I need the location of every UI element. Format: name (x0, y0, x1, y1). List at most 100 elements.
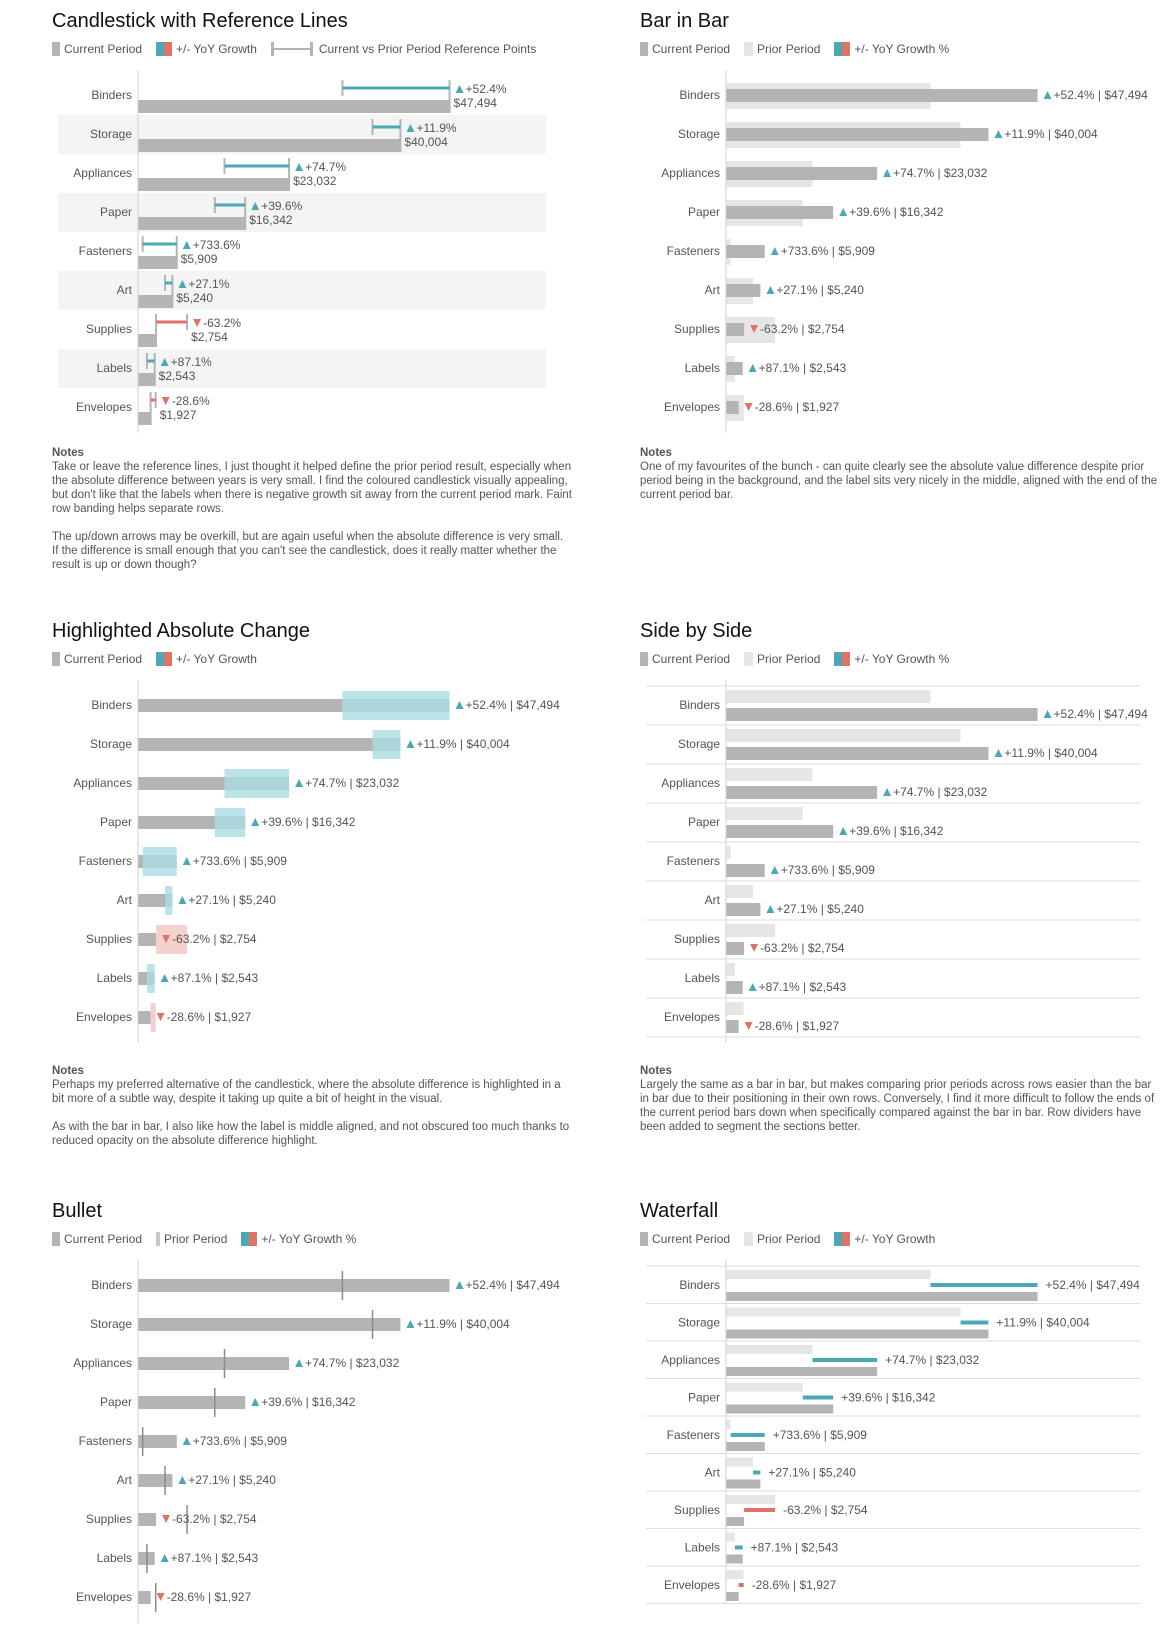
up-arrow-icon (406, 124, 415, 132)
data-label: -28.6% | $1,927 (755, 1019, 840, 1033)
data-label: +733.6% | $5,909 (781, 863, 876, 877)
category-label: Storage (90, 737, 132, 751)
current-bar (138, 1279, 450, 1292)
category-label: Paper (688, 205, 720, 219)
value-label: $2,754 (191, 330, 228, 344)
notes-paragraph: The up/down arrows may be overkill, but … (52, 531, 564, 571)
category-label: Fasteners (79, 1434, 132, 1448)
category-label: Labels (97, 361, 132, 375)
prior-bar (726, 846, 731, 859)
legend-label: Current Period (64, 652, 143, 666)
prior-bar (726, 1457, 754, 1467)
category-label: Appliances (661, 166, 720, 180)
current-bar (726, 1292, 1038, 1301)
notes: Notes One of my favourites of the bunch … (640, 446, 1160, 516)
category-label: Supplies (86, 932, 132, 946)
data-label: +11.9% | $40,004 (1004, 746, 1098, 760)
category-label: Binders (91, 698, 132, 712)
legend-label: Current Period (64, 42, 143, 56)
current-bar (138, 933, 157, 946)
panel-title: Candlestick with Reference Lines (52, 10, 348, 32)
yoy-swatch (834, 1232, 851, 1246)
category-label: Appliances (661, 1353, 720, 1367)
category-label: Supplies (86, 322, 132, 336)
data-label: +733.6% | $5,909 (193, 854, 288, 868)
value-label: $1,927 (160, 408, 197, 422)
data-label: -63.2% | $2,754 (760, 322, 845, 336)
reference-swatch (270, 42, 313, 56)
up-arrow-icon (160, 358, 169, 366)
category-label: Envelopes (76, 400, 132, 414)
panel-waterfall: Waterfall Current Period Prior Period +/… (640, 1200, 1160, 1630)
category-label: Art (117, 1473, 133, 1487)
category-label: Supplies (674, 322, 720, 336)
current-bar (138, 1318, 401, 1331)
current-swatch (52, 1232, 60, 1246)
current-bar (726, 89, 1038, 102)
data-label: +11.9% | $40,004 (1004, 127, 1098, 141)
category-label: Storage (678, 127, 720, 141)
legend-item-ref: Current vs Prior Period Reference Points (270, 42, 536, 56)
legend-item-prior: Prior Period (156, 1232, 227, 1246)
value-label: $5,240 (176, 291, 213, 305)
legend-label: Prior Period (757, 652, 821, 666)
data-label: +87.1% | $2,543 (751, 1541, 839, 1555)
category-label: Art (705, 283, 721, 297)
legend-label: Current Period (652, 652, 731, 666)
data-label: -28.6% | $1,927 (167, 1590, 252, 1604)
panel-title: Side by Side (640, 620, 753, 642)
up-arrow-icon (406, 1320, 415, 1328)
down-arrow-icon (156, 1593, 165, 1601)
current-bar (138, 1357, 290, 1370)
up-arrow-icon (178, 1476, 187, 1484)
prior-bar (726, 768, 813, 781)
current-bar (726, 245, 765, 258)
data-label: +74.7% | $23,032 (893, 166, 988, 180)
up-arrow-icon (748, 983, 757, 991)
data-label: +74.7% | $23,032 (305, 1356, 400, 1370)
data-label: +87.1% | $2,543 (759, 361, 847, 375)
up-arrow-icon (160, 1554, 169, 1562)
current-bar (726, 206, 834, 219)
up-arrow-icon (1043, 91, 1052, 99)
panel-title: Highlighted Absolute Change (52, 620, 310, 642)
down-arrow-icon (162, 1515, 171, 1523)
data-label: +52.4% | $47,494 (1054, 707, 1149, 721)
up-arrow-icon (406, 740, 415, 748)
value-label: $47,494 (454, 96, 498, 110)
panel-candlestick: Candlestick with Reference Lines Current… (52, 10, 572, 571)
category-label: Storage (678, 737, 720, 751)
current-bar (138, 295, 173, 308)
notes-paragraph: As with the bar in bar, I also like how … (52, 1121, 570, 1147)
yoy-swatch (241, 1232, 258, 1246)
data-label: +52.4% | $47,494 (466, 1278, 561, 1292)
down-arrow-icon (744, 1022, 753, 1030)
up-arrow-icon (839, 208, 848, 216)
up-arrow-icon (770, 866, 779, 874)
current-bar (726, 903, 761, 916)
prior-bar (726, 690, 931, 703)
notes: Notes Perhaps my preferred alternative o… (52, 1064, 572, 1162)
current-bar (138, 373, 155, 386)
panel-bar-in-bar: Bar in Bar Current Period Prior Period +… (640, 10, 1160, 570)
down-arrow-icon (162, 935, 171, 943)
category-label: Storage (90, 127, 132, 141)
current-bar (726, 1442, 765, 1451)
category-label: Labels (97, 1551, 132, 1565)
up-arrow-icon (455, 85, 464, 93)
current-bar (726, 401, 739, 414)
current-bar (726, 1554, 743, 1564)
absolute-change-highlight (214, 808, 246, 837)
up-arrow-icon (178, 896, 187, 904)
up-arrow-icon (251, 1398, 260, 1406)
data-label: +52.4% | $47,494 (1054, 88, 1149, 102)
current-bar (726, 1367, 878, 1376)
category-label: Appliances (73, 166, 132, 180)
category-label: Fasteners (667, 1428, 720, 1442)
up-arrow-icon (295, 779, 304, 787)
category-label: Binders (679, 88, 720, 102)
current-bar (726, 284, 761, 297)
current-bar (726, 1404, 834, 1414)
down-arrow-icon (750, 325, 759, 333)
data-label: +27.1% | $5,240 (776, 283, 864, 297)
